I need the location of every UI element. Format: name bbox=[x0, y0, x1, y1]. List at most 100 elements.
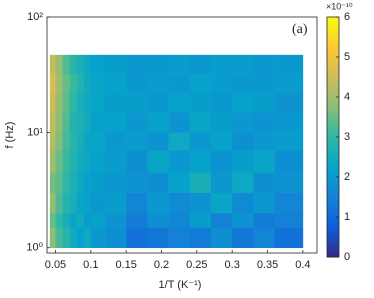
heatmap-cell bbox=[62, 172, 70, 193]
x-tick-label: 0.35 bbox=[257, 259, 278, 271]
colorbar-swatch bbox=[327, 113, 339, 118]
heatmap-cell bbox=[62, 54, 70, 75]
x-tick-label: 0.3 bbox=[225, 259, 240, 271]
heatmap-cell bbox=[274, 192, 304, 214]
heatmap-cell bbox=[69, 54, 77, 75]
heatmap-cell bbox=[49, 212, 56, 228]
heatmap-cell bbox=[90, 112, 106, 133]
heatmap-cell bbox=[49, 192, 56, 214]
heatmap-cell bbox=[55, 172, 63, 193]
heatmap-cell bbox=[126, 150, 148, 173]
x-tick-label: 0.05 bbox=[45, 259, 66, 271]
heatmap-cell bbox=[62, 112, 70, 133]
colorbar-swatch bbox=[327, 125, 339, 130]
heatmap-cell bbox=[49, 227, 56, 249]
heatmap-cell bbox=[55, 132, 63, 151]
colorbar-swatch bbox=[327, 197, 339, 202]
heatmap-cell bbox=[253, 227, 275, 249]
heatmap-cell bbox=[62, 132, 70, 151]
heatmap-cell bbox=[253, 192, 275, 214]
heatmap-cell bbox=[168, 112, 191, 133]
heatmap-cell bbox=[55, 150, 63, 173]
heatmap-cell bbox=[253, 172, 275, 193]
heatmap-cell bbox=[210, 227, 233, 249]
heatmap-cell bbox=[90, 192, 106, 214]
colorbar-swatch bbox=[327, 193, 339, 198]
heatmap-cell bbox=[253, 74, 275, 94]
heatmap-cell bbox=[104, 112, 127, 133]
heatmap-cell bbox=[232, 172, 254, 193]
heatmap-cell bbox=[83, 192, 92, 214]
heatmap-cell bbox=[49, 172, 56, 193]
heatmap-cell bbox=[49, 54, 56, 75]
heatmap-cell bbox=[210, 212, 233, 228]
heatmap-cell bbox=[69, 74, 77, 94]
heatmap-cell bbox=[69, 172, 77, 193]
heatmap-cell bbox=[104, 150, 127, 173]
heatmap-cell bbox=[76, 74, 85, 94]
heatmap-cell bbox=[232, 150, 254, 173]
heatmap-cell bbox=[168, 74, 191, 94]
heatmap-cell bbox=[49, 74, 56, 94]
colorbar-exponent: ×10⁻¹⁰ bbox=[326, 1, 353, 11]
colorbar-swatch bbox=[327, 229, 339, 234]
heatmap-cell bbox=[253, 132, 275, 151]
heatmap-cell bbox=[253, 54, 275, 75]
heatmap-cell bbox=[104, 54, 127, 75]
heatmap-cell bbox=[104, 192, 127, 214]
heatmap-cell bbox=[104, 92, 127, 113]
heatmap-cell bbox=[62, 192, 70, 214]
heatmap-cell bbox=[168, 192, 191, 214]
x-tick-label: 0.25 bbox=[186, 259, 207, 271]
heatmap-cell bbox=[147, 132, 169, 151]
colorbar-tick-label: 5 bbox=[344, 51, 350, 63]
heatmap-cell bbox=[274, 92, 304, 113]
colorbar-swatch bbox=[327, 137, 339, 142]
heatmap-cell bbox=[274, 212, 304, 228]
colorbar-swatch bbox=[327, 133, 339, 138]
colorbar-swatch bbox=[327, 157, 339, 162]
heatmap-cell bbox=[189, 92, 212, 113]
heatmap-cell bbox=[232, 92, 254, 113]
colorbar-swatch bbox=[327, 245, 339, 250]
colorbar-tick-label: 3 bbox=[344, 131, 350, 143]
colorbar-swatch bbox=[327, 37, 339, 42]
heatmap-cell bbox=[76, 172, 85, 193]
heatmap-cell bbox=[49, 92, 56, 113]
colorbar-swatch bbox=[327, 129, 339, 134]
colorbar-swatch bbox=[327, 53, 339, 58]
panel-label: (a) bbox=[292, 22, 308, 37]
heatmap-cell bbox=[104, 132, 127, 151]
heatmap-cell bbox=[189, 132, 212, 151]
heatmap-cell bbox=[232, 132, 254, 151]
heatmap-cell bbox=[126, 132, 148, 151]
heatmap-cell bbox=[232, 74, 254, 94]
colorbar-swatch bbox=[327, 169, 339, 174]
x-axis-label: 1/T (K⁻¹) bbox=[159, 279, 202, 291]
colorbar-swatch bbox=[327, 69, 339, 74]
colorbar-swatch bbox=[327, 45, 339, 50]
colorbar-swatch bbox=[327, 97, 339, 102]
heatmap-cell bbox=[104, 227, 127, 249]
heatmap-cell bbox=[90, 227, 106, 249]
heatmap-cell bbox=[55, 54, 63, 75]
colorbar-swatch bbox=[327, 117, 339, 122]
colorbar-swatch bbox=[327, 33, 339, 38]
heatmap-cell bbox=[104, 74, 127, 94]
y-tick-label: 10¹ bbox=[27, 126, 43, 138]
heatmap-cell bbox=[126, 92, 148, 113]
heatmap-cell bbox=[232, 192, 254, 214]
heatmap-cell bbox=[210, 74, 233, 94]
colorbar-swatch bbox=[327, 153, 339, 158]
heatmap-cell bbox=[90, 92, 106, 113]
colorbar-swatch bbox=[327, 217, 339, 222]
heatmap-cell bbox=[210, 112, 233, 133]
heatmap-cell bbox=[189, 192, 212, 214]
heatmap-cell bbox=[189, 74, 212, 94]
heatmap-cell bbox=[69, 150, 77, 173]
heatmap-cell bbox=[55, 192, 63, 214]
colorbar-swatch bbox=[327, 233, 339, 238]
heatmap-cell bbox=[90, 54, 106, 75]
heatmap-cell bbox=[62, 74, 70, 94]
